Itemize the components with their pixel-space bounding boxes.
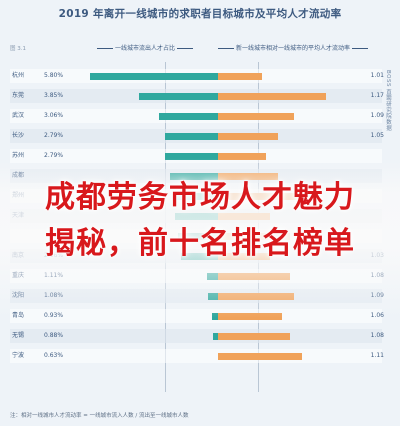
footnote: 注：相对一线城市人才流动率 = 一线城市流入人数 / 流出至一线城市人数 bbox=[10, 413, 189, 419]
outflow-share: 0.88% bbox=[44, 332, 64, 339]
table-row: 无锡 0.88% 1.08 bbox=[10, 327, 384, 345]
banner-headline-line1: 成都劳务市场人才魅力 bbox=[45, 180, 355, 215]
flow-rate-bar bbox=[218, 113, 294, 120]
outflow-share-bar bbox=[158, 113, 235, 120]
table-row: 杭州 5.80% 1.01 bbox=[10, 67, 384, 85]
flow-rate-value: 1.05 bbox=[370, 132, 384, 139]
city-name: 无锡 bbox=[12, 332, 25, 339]
flow-rate-value: 1.01 bbox=[370, 72, 384, 79]
outflow-share: 0.63% bbox=[44, 352, 64, 359]
chart-title: 2019 年离开一线城市的求职者目标城市及平均人才流动率 bbox=[58, 8, 342, 20]
table-row: 武汉 3.06% 1.09 bbox=[10, 107, 384, 125]
flow-rate-bar bbox=[218, 153, 266, 160]
flow-rate-bar bbox=[218, 333, 290, 340]
outflow-share: 3.06% bbox=[44, 112, 64, 119]
header-rule-left bbox=[218, 48, 234, 49]
right-column-header: 新一线城市相对一线城市的平均人才流动率 bbox=[216, 43, 370, 52]
left-column-header: 一线城市流出人才占比 bbox=[95, 43, 195, 52]
city-name: 宁波 bbox=[12, 352, 25, 359]
header-rule-right bbox=[177, 48, 194, 49]
city-name: 长沙 bbox=[12, 132, 25, 139]
right-column-header-text: 新一线城市相对一线城市的平均人才流动率 bbox=[236, 45, 351, 52]
left-column-header-text: 一线城市流出人才占比 bbox=[115, 45, 176, 52]
table-row: 东莞 3.85% 1.17 bbox=[10, 87, 384, 105]
outflow-share-bar bbox=[90, 73, 235, 80]
flow-rate-value: 1.11 bbox=[370, 352, 384, 359]
flow-rate-value: 1.09 bbox=[370, 112, 384, 119]
table-row: 宁波 0.63% 1.11 bbox=[10, 347, 384, 365]
flow-rate-bar bbox=[218, 133, 278, 140]
city-name: 苏州 bbox=[12, 152, 25, 159]
outflow-share: 3.85% bbox=[44, 92, 64, 99]
outflow-share: 2.79% bbox=[44, 152, 64, 159]
overlay-banner bbox=[0, 158, 400, 318]
banner-headline-line2: 揭秘，前十名排名榜单 bbox=[45, 226, 355, 261]
outflow-share: 2.79% bbox=[44, 132, 64, 139]
city-name: 东莞 bbox=[12, 92, 25, 99]
header-rule-right bbox=[352, 48, 369, 49]
figure-label: 图 3.1 bbox=[10, 46, 26, 52]
side-source-text: BOSS 直聘研究院数据 bbox=[385, 70, 391, 132]
table-row: 长沙 2.79% 1.05 bbox=[10, 127, 384, 145]
flow-rate-bar bbox=[218, 353, 302, 360]
outflow-share-bar bbox=[165, 153, 235, 160]
flow-rate-bar bbox=[218, 73, 262, 80]
header-rule-left bbox=[97, 48, 113, 49]
flow-rate-bar bbox=[218, 93, 326, 100]
city-name: 武汉 bbox=[12, 112, 25, 119]
flow-rate-value: 1.08 bbox=[370, 332, 384, 339]
outflow-share-bar bbox=[138, 93, 235, 100]
outflow-share-bar bbox=[165, 133, 235, 140]
outflow-share: 5.80% bbox=[44, 72, 64, 79]
flow-rate-value: 1.17 bbox=[370, 92, 384, 99]
city-name: 杭州 bbox=[12, 72, 25, 79]
